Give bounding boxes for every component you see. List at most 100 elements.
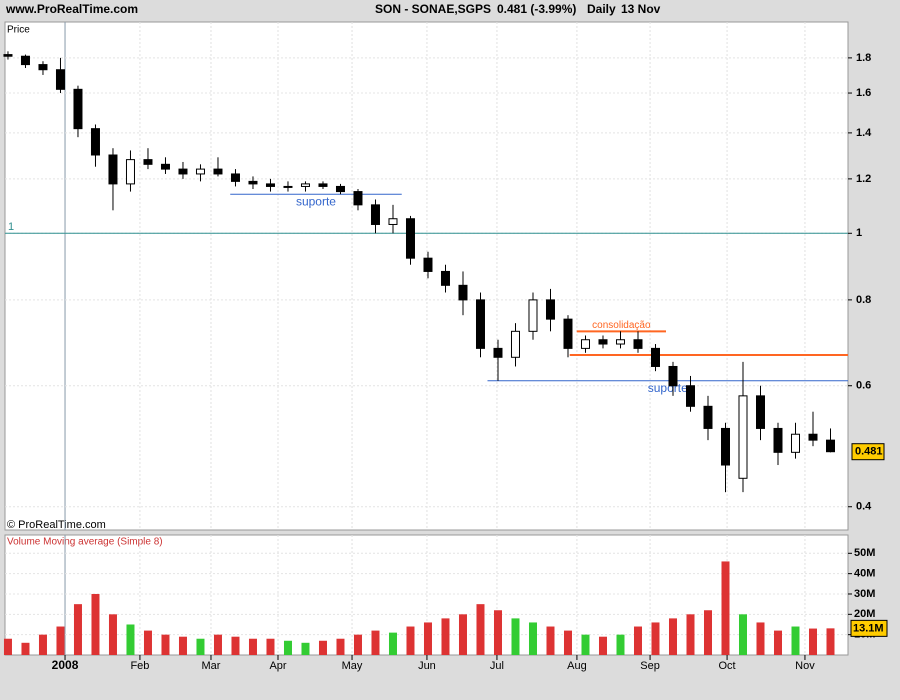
volume-bar bbox=[196, 638, 205, 655]
volume-bar bbox=[563, 630, 572, 655]
candle-body bbox=[773, 427, 783, 453]
candle-body bbox=[318, 183, 328, 187]
volume-bar bbox=[581, 634, 590, 655]
candle-body bbox=[790, 433, 800, 453]
candle-body bbox=[73, 88, 83, 130]
volume-bar bbox=[791, 626, 800, 655]
annotation-text: 1 bbox=[8, 221, 14, 233]
volume-bar bbox=[756, 622, 765, 655]
x-tick-label: 2008 bbox=[52, 658, 79, 672]
volume-bar bbox=[3, 638, 12, 655]
candle-body bbox=[353, 191, 363, 206]
candle-body bbox=[248, 180, 258, 185]
volume-bar bbox=[423, 622, 432, 655]
y-tick-label: 0.8 bbox=[856, 294, 871, 306]
candle-body bbox=[615, 339, 625, 345]
y-tick-label: 0.6 bbox=[856, 380, 871, 392]
candle-body bbox=[143, 159, 153, 165]
x-tick-label: Jun bbox=[418, 660, 436, 672]
candle-body bbox=[650, 347, 660, 367]
volume-bar bbox=[651, 622, 660, 655]
footer: © ProRealTime.com bbox=[7, 519, 106, 531]
y-tick-label: 1.2 bbox=[856, 173, 871, 185]
last-volume-label: 13.1M bbox=[853, 622, 884, 634]
volume-bar bbox=[686, 614, 695, 655]
candle-body bbox=[55, 69, 65, 90]
x-tick-label: Sep bbox=[640, 660, 660, 672]
volume-bar bbox=[178, 636, 187, 655]
volume-bar bbox=[738, 614, 747, 655]
volume-bar bbox=[616, 634, 625, 655]
candle-body bbox=[125, 159, 135, 185]
candle-body bbox=[20, 55, 30, 66]
price-text: 0.481 (-3.99%) bbox=[497, 2, 576, 16]
x-tick-label: Feb bbox=[130, 660, 149, 672]
candle-body bbox=[440, 270, 450, 286]
candle-body bbox=[493, 347, 503, 358]
volume-bar bbox=[266, 638, 275, 655]
volume-bar bbox=[773, 630, 782, 655]
volume-bar bbox=[56, 626, 65, 655]
volume-bar bbox=[301, 642, 310, 655]
volume-bar bbox=[826, 628, 835, 655]
candle-body bbox=[178, 168, 188, 175]
volume-bar bbox=[406, 626, 415, 655]
volume-bar bbox=[703, 610, 712, 655]
period: Daily bbox=[587, 2, 616, 16]
candle-body bbox=[300, 183, 310, 187]
candle-body bbox=[510, 330, 520, 358]
x-tick-label: Apr bbox=[269, 660, 286, 672]
volume-bar bbox=[38, 634, 47, 655]
candle-body bbox=[160, 163, 170, 170]
x-tick-label: Aug bbox=[567, 660, 587, 672]
candle-body bbox=[668, 365, 678, 387]
candle-body bbox=[230, 173, 240, 182]
candle-body bbox=[633, 339, 643, 349]
annotation-text: consolidação bbox=[592, 320, 651, 331]
candle-body bbox=[90, 128, 100, 156]
candle-body bbox=[423, 257, 433, 272]
volume-bar bbox=[808, 628, 817, 655]
volume-bar bbox=[283, 640, 292, 655]
candle-body bbox=[475, 299, 485, 349]
volume-bar bbox=[493, 610, 502, 655]
volume-bar bbox=[458, 614, 467, 655]
y-tick-label: 1.8 bbox=[856, 52, 871, 64]
candle-body bbox=[335, 185, 345, 193]
y-tick-label: 30M bbox=[854, 588, 875, 600]
candle-body bbox=[703, 405, 713, 429]
candle-body bbox=[545, 299, 555, 320]
annotation-text: suporte bbox=[648, 381, 688, 395]
candle-body bbox=[108, 154, 118, 185]
site: www.ProRealTime.com bbox=[5, 2, 138, 16]
candle-body bbox=[405, 218, 415, 259]
volume-bar bbox=[91, 593, 100, 655]
volume-bar bbox=[126, 624, 135, 655]
x-tick-label: Oct bbox=[719, 660, 736, 672]
volume-bar bbox=[161, 634, 170, 655]
y-tick-label: 1.6 bbox=[856, 87, 871, 99]
x-tick-label: May bbox=[342, 660, 363, 672]
volume-bar bbox=[598, 636, 607, 655]
x-tick-label: Jul bbox=[490, 660, 504, 672]
volume-bar bbox=[511, 618, 520, 655]
x-tick-label: Nov bbox=[795, 660, 815, 672]
candle-body bbox=[528, 299, 538, 332]
candle-body bbox=[720, 427, 730, 466]
candle-body bbox=[580, 339, 590, 349]
volume-bar bbox=[248, 638, 257, 655]
volume-bar bbox=[371, 630, 380, 655]
volume-title: Volume Moving average (Simple 8) bbox=[7, 537, 163, 548]
volume-bar bbox=[143, 630, 152, 655]
candle-body bbox=[213, 168, 223, 175]
candle-body bbox=[755, 395, 765, 429]
last-price-box bbox=[851, 443, 885, 461]
volume-bar bbox=[73, 604, 82, 655]
y-tick-label: 40M bbox=[854, 568, 875, 580]
candle-body bbox=[370, 204, 380, 225]
last-volume-box bbox=[850, 619, 888, 637]
candle-body bbox=[598, 339, 608, 345]
volume-bar bbox=[476, 604, 485, 655]
volume-bar bbox=[528, 622, 537, 655]
